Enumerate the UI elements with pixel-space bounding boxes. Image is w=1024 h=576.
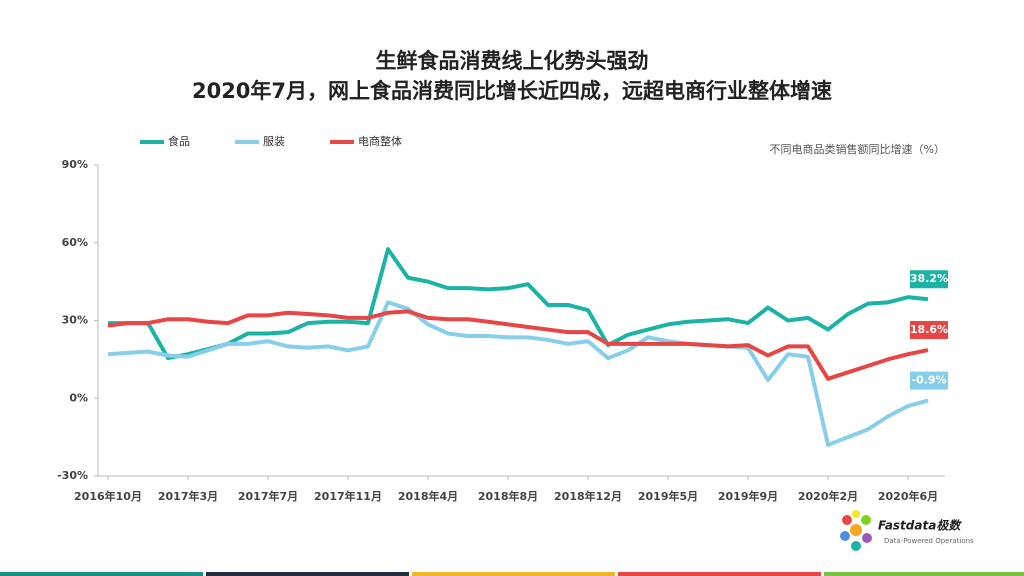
x-tick-label: 2020年6月 (878, 489, 938, 503)
x-tick-label: 2019年9月 (718, 489, 778, 503)
brand: Fastdata极数 (878, 519, 962, 533)
x-tick-label: 2017年3月 (158, 489, 218, 503)
y-tick-label: 0% (69, 391, 88, 404)
value-label-box (910, 371, 948, 390)
x-tick-label: 2019年5月 (638, 489, 698, 503)
legend-label: 电商整体 (358, 134, 402, 148)
y-tick-label: 60% (62, 236, 88, 249)
x-tick-label: 2018年8月 (478, 489, 538, 503)
footer-stripes (0, 572, 1024, 576)
x-tick-label: 2020年2月 (798, 489, 858, 503)
value-label-box (910, 321, 948, 340)
value-label: 38.2% (910, 272, 948, 285)
value-label: -0.9% (911, 374, 946, 387)
x-tick-label: 2018年12月 (554, 489, 622, 503)
legend-label: 服装 (263, 135, 285, 148)
x-tick-label: 2018年4月 (398, 489, 458, 503)
unit-label: 不同电商品类销售额同比增速（%） (770, 142, 945, 156)
y-tick-label: 90% (62, 158, 88, 171)
legend-label: 食品 (168, 134, 190, 148)
x-tick-label: 2017年11月 (314, 489, 382, 503)
y-tick-label: -30% (57, 469, 88, 482)
series-line (107, 300, 929, 447)
x-tick-label: 2017年7月 (238, 489, 298, 503)
value-label-box (910, 270, 948, 289)
value-label: 18.6% (910, 323, 948, 336)
brand-tagline: Data-Powered Operations (884, 537, 974, 545)
series-line (108, 247, 929, 361)
series-line (107, 309, 929, 381)
chart-subtitle: 2020年7月，网上食品消费同比增长近四成，远超电商行业整体增速 (192, 79, 832, 103)
chart-title: 生鲜食品消费线上化势头强劲 (376, 49, 649, 73)
x-tick-label: 2016年10月 (74, 489, 142, 503)
y-tick-label: 30% (62, 314, 88, 327)
logo (840, 510, 872, 551)
